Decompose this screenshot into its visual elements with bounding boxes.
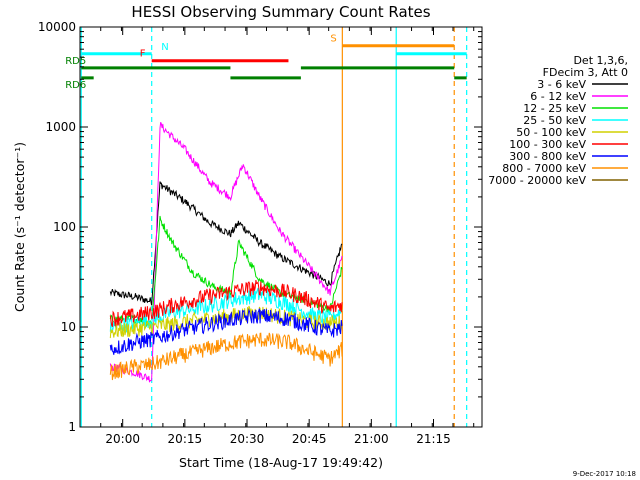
flag-label-0: N: [161, 42, 168, 53]
series-line-1: [109, 122, 343, 383]
y-tick-label-1: 10: [61, 320, 76, 334]
footer-date: 9-Dec-2017 10:18: [573, 470, 636, 478]
y-tick-label-2: 100: [53, 220, 76, 234]
legend-label-4: 50 - 100 keV: [516, 126, 586, 139]
y-tick-label-0: 1: [68, 420, 76, 434]
flag-label-2: F: [140, 49, 146, 60]
legend-label-5: 100 - 300 keV: [509, 138, 586, 151]
plot-area: N S F RD5 RD6: [65, 27, 468, 427]
x-tick-label-0: 20:00: [105, 432, 140, 446]
series-line-6: [109, 307, 343, 355]
legend-label-3: 25 - 50 keV: [523, 114, 586, 127]
vertical-markers: [80, 27, 468, 427]
y-axis-label: Count Rate (s⁻¹ detector⁻¹): [12, 142, 27, 312]
axes: 1 10 100 1000 10000 20:00 20:15 20:30 20:45 21:00…: [38, 20, 482, 446]
y-tick-label-4: 10000: [38, 20, 76, 34]
flag-bars: N S F RD5 RD6: [65, 34, 467, 91]
legend-header-1: FDecim 3, Att 0: [543, 66, 628, 79]
flag-label-4: RD6: [65, 80, 86, 91]
x-tick-label-2: 20:30: [230, 432, 265, 446]
flag-label-1: S: [330, 34, 336, 45]
legend-label-6: 300 - 800 keV: [509, 150, 586, 163]
legend-label-7: 800 - 7000 keV: [502, 162, 586, 175]
x-axis-label: Start Time (18-Aug-17 19:49:42): [179, 455, 383, 470]
series-line-7: [109, 332, 343, 381]
legend-label-0: 3 - 6 keV: [537, 78, 586, 91]
series-line-3: [109, 287, 343, 333]
series-line-4: [109, 305, 343, 339]
legend-label-2: 12 - 25 keV: [523, 102, 586, 115]
series-line-5: [109, 279, 343, 328]
legend-label-1: 6 - 12 keV: [530, 90, 586, 103]
series-lines: [109, 122, 343, 383]
series-line-0: [109, 181, 343, 306]
legend-label-8: 7000 - 20000 keV: [488, 174, 586, 187]
x-tick-label-5: 21:15: [416, 432, 451, 446]
x-tick-label-3: 20:45: [292, 432, 327, 446]
x-tick-label-4: 21:00: [354, 432, 389, 446]
legend-header-0: Det 1,3,6,: [573, 54, 628, 67]
flag-label-3: RD5: [65, 56, 86, 67]
chart-title: HESSI Observing Summary Count Rates: [131, 3, 430, 21]
y-tick-label-3: 1000: [45, 120, 76, 134]
x-tick-label-1: 20:15: [168, 432, 203, 446]
